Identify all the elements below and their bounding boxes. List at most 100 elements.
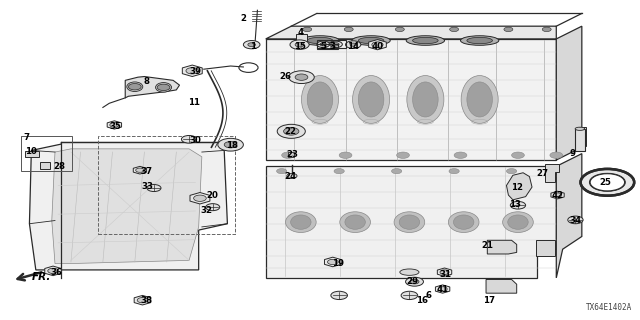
Bar — [575, 129, 585, 151]
Polygon shape — [556, 154, 582, 278]
Circle shape — [504, 27, 513, 32]
Ellipse shape — [291, 215, 311, 229]
Circle shape — [218, 138, 243, 151]
Circle shape — [554, 193, 562, 197]
Text: 1: 1 — [250, 42, 256, 52]
Ellipse shape — [508, 215, 528, 229]
Circle shape — [333, 43, 339, 46]
Polygon shape — [545, 164, 559, 182]
Bar — [40, 162, 50, 169]
Circle shape — [545, 169, 555, 174]
Circle shape — [438, 287, 447, 291]
Circle shape — [287, 173, 297, 179]
Circle shape — [276, 169, 287, 174]
Text: 5: 5 — [320, 42, 326, 52]
Ellipse shape — [301, 76, 339, 123]
Circle shape — [129, 84, 141, 90]
Polygon shape — [266, 166, 556, 278]
Text: 18: 18 — [226, 141, 238, 150]
Ellipse shape — [358, 37, 384, 44]
Ellipse shape — [467, 82, 492, 117]
Text: FR.: FR. — [31, 272, 51, 282]
Text: 20: 20 — [207, 191, 219, 200]
Circle shape — [331, 291, 348, 300]
Text: 37: 37 — [140, 167, 152, 176]
Circle shape — [137, 298, 148, 303]
Text: 34: 34 — [570, 216, 582, 225]
Text: 29: 29 — [406, 277, 419, 286]
Text: 36: 36 — [51, 268, 63, 277]
Bar — [317, 44, 338, 50]
Polygon shape — [29, 142, 227, 270]
Text: 30: 30 — [189, 136, 202, 145]
Text: 9: 9 — [569, 149, 575, 158]
Circle shape — [511, 152, 524, 158]
Circle shape — [277, 124, 305, 138]
Ellipse shape — [413, 82, 438, 117]
Polygon shape — [324, 257, 341, 267]
Ellipse shape — [358, 82, 384, 117]
Ellipse shape — [454, 215, 474, 229]
Circle shape — [303, 27, 312, 32]
Bar — [98, 136, 235, 234]
Circle shape — [110, 123, 119, 127]
Text: 7: 7 — [23, 133, 29, 142]
Text: 23: 23 — [286, 150, 298, 159]
Text: 40: 40 — [371, 42, 383, 52]
Text: 22: 22 — [284, 127, 296, 136]
Polygon shape — [134, 295, 151, 305]
Circle shape — [147, 185, 161, 192]
Circle shape — [48, 268, 58, 274]
Ellipse shape — [449, 212, 479, 233]
Ellipse shape — [461, 36, 499, 45]
Circle shape — [136, 168, 144, 172]
Bar — [579, 126, 586, 146]
Circle shape — [284, 127, 299, 135]
Polygon shape — [107, 121, 122, 129]
Polygon shape — [52, 149, 202, 264]
Ellipse shape — [353, 76, 390, 123]
Circle shape — [328, 259, 338, 265]
Ellipse shape — [156, 83, 172, 92]
Polygon shape — [266, 26, 556, 39]
Polygon shape — [369, 40, 387, 50]
Text: 42: 42 — [552, 191, 564, 200]
Circle shape — [372, 42, 383, 47]
Circle shape — [194, 195, 206, 201]
Ellipse shape — [307, 37, 333, 44]
Circle shape — [344, 27, 353, 32]
Polygon shape — [556, 26, 582, 160]
Text: 10: 10 — [26, 147, 37, 156]
Circle shape — [449, 169, 460, 174]
Circle shape — [350, 43, 356, 46]
Ellipse shape — [461, 76, 498, 123]
Circle shape — [282, 152, 294, 158]
Text: 3: 3 — [330, 42, 336, 51]
Circle shape — [186, 68, 198, 74]
Circle shape — [334, 169, 344, 174]
Text: 25: 25 — [599, 178, 611, 187]
Polygon shape — [125, 76, 179, 98]
Bar — [25, 151, 39, 157]
Circle shape — [339, 152, 352, 158]
Text: 35: 35 — [109, 122, 122, 131]
Circle shape — [550, 152, 563, 158]
Circle shape — [410, 279, 419, 284]
Text: 27: 27 — [536, 169, 548, 178]
Circle shape — [320, 43, 326, 46]
Text: 3: 3 — [330, 42, 336, 52]
Circle shape — [317, 41, 330, 48]
Ellipse shape — [400, 269, 419, 275]
Text: 5: 5 — [320, 42, 326, 51]
Ellipse shape — [127, 82, 143, 92]
Polygon shape — [487, 240, 516, 254]
Text: 2: 2 — [241, 14, 246, 23]
Ellipse shape — [575, 127, 585, 130]
Text: 24: 24 — [284, 172, 296, 181]
Ellipse shape — [467, 37, 492, 44]
Text: 39: 39 — [189, 67, 202, 76]
Circle shape — [590, 174, 625, 191]
Circle shape — [396, 27, 404, 32]
Bar — [317, 40, 346, 49]
Ellipse shape — [345, 215, 365, 229]
